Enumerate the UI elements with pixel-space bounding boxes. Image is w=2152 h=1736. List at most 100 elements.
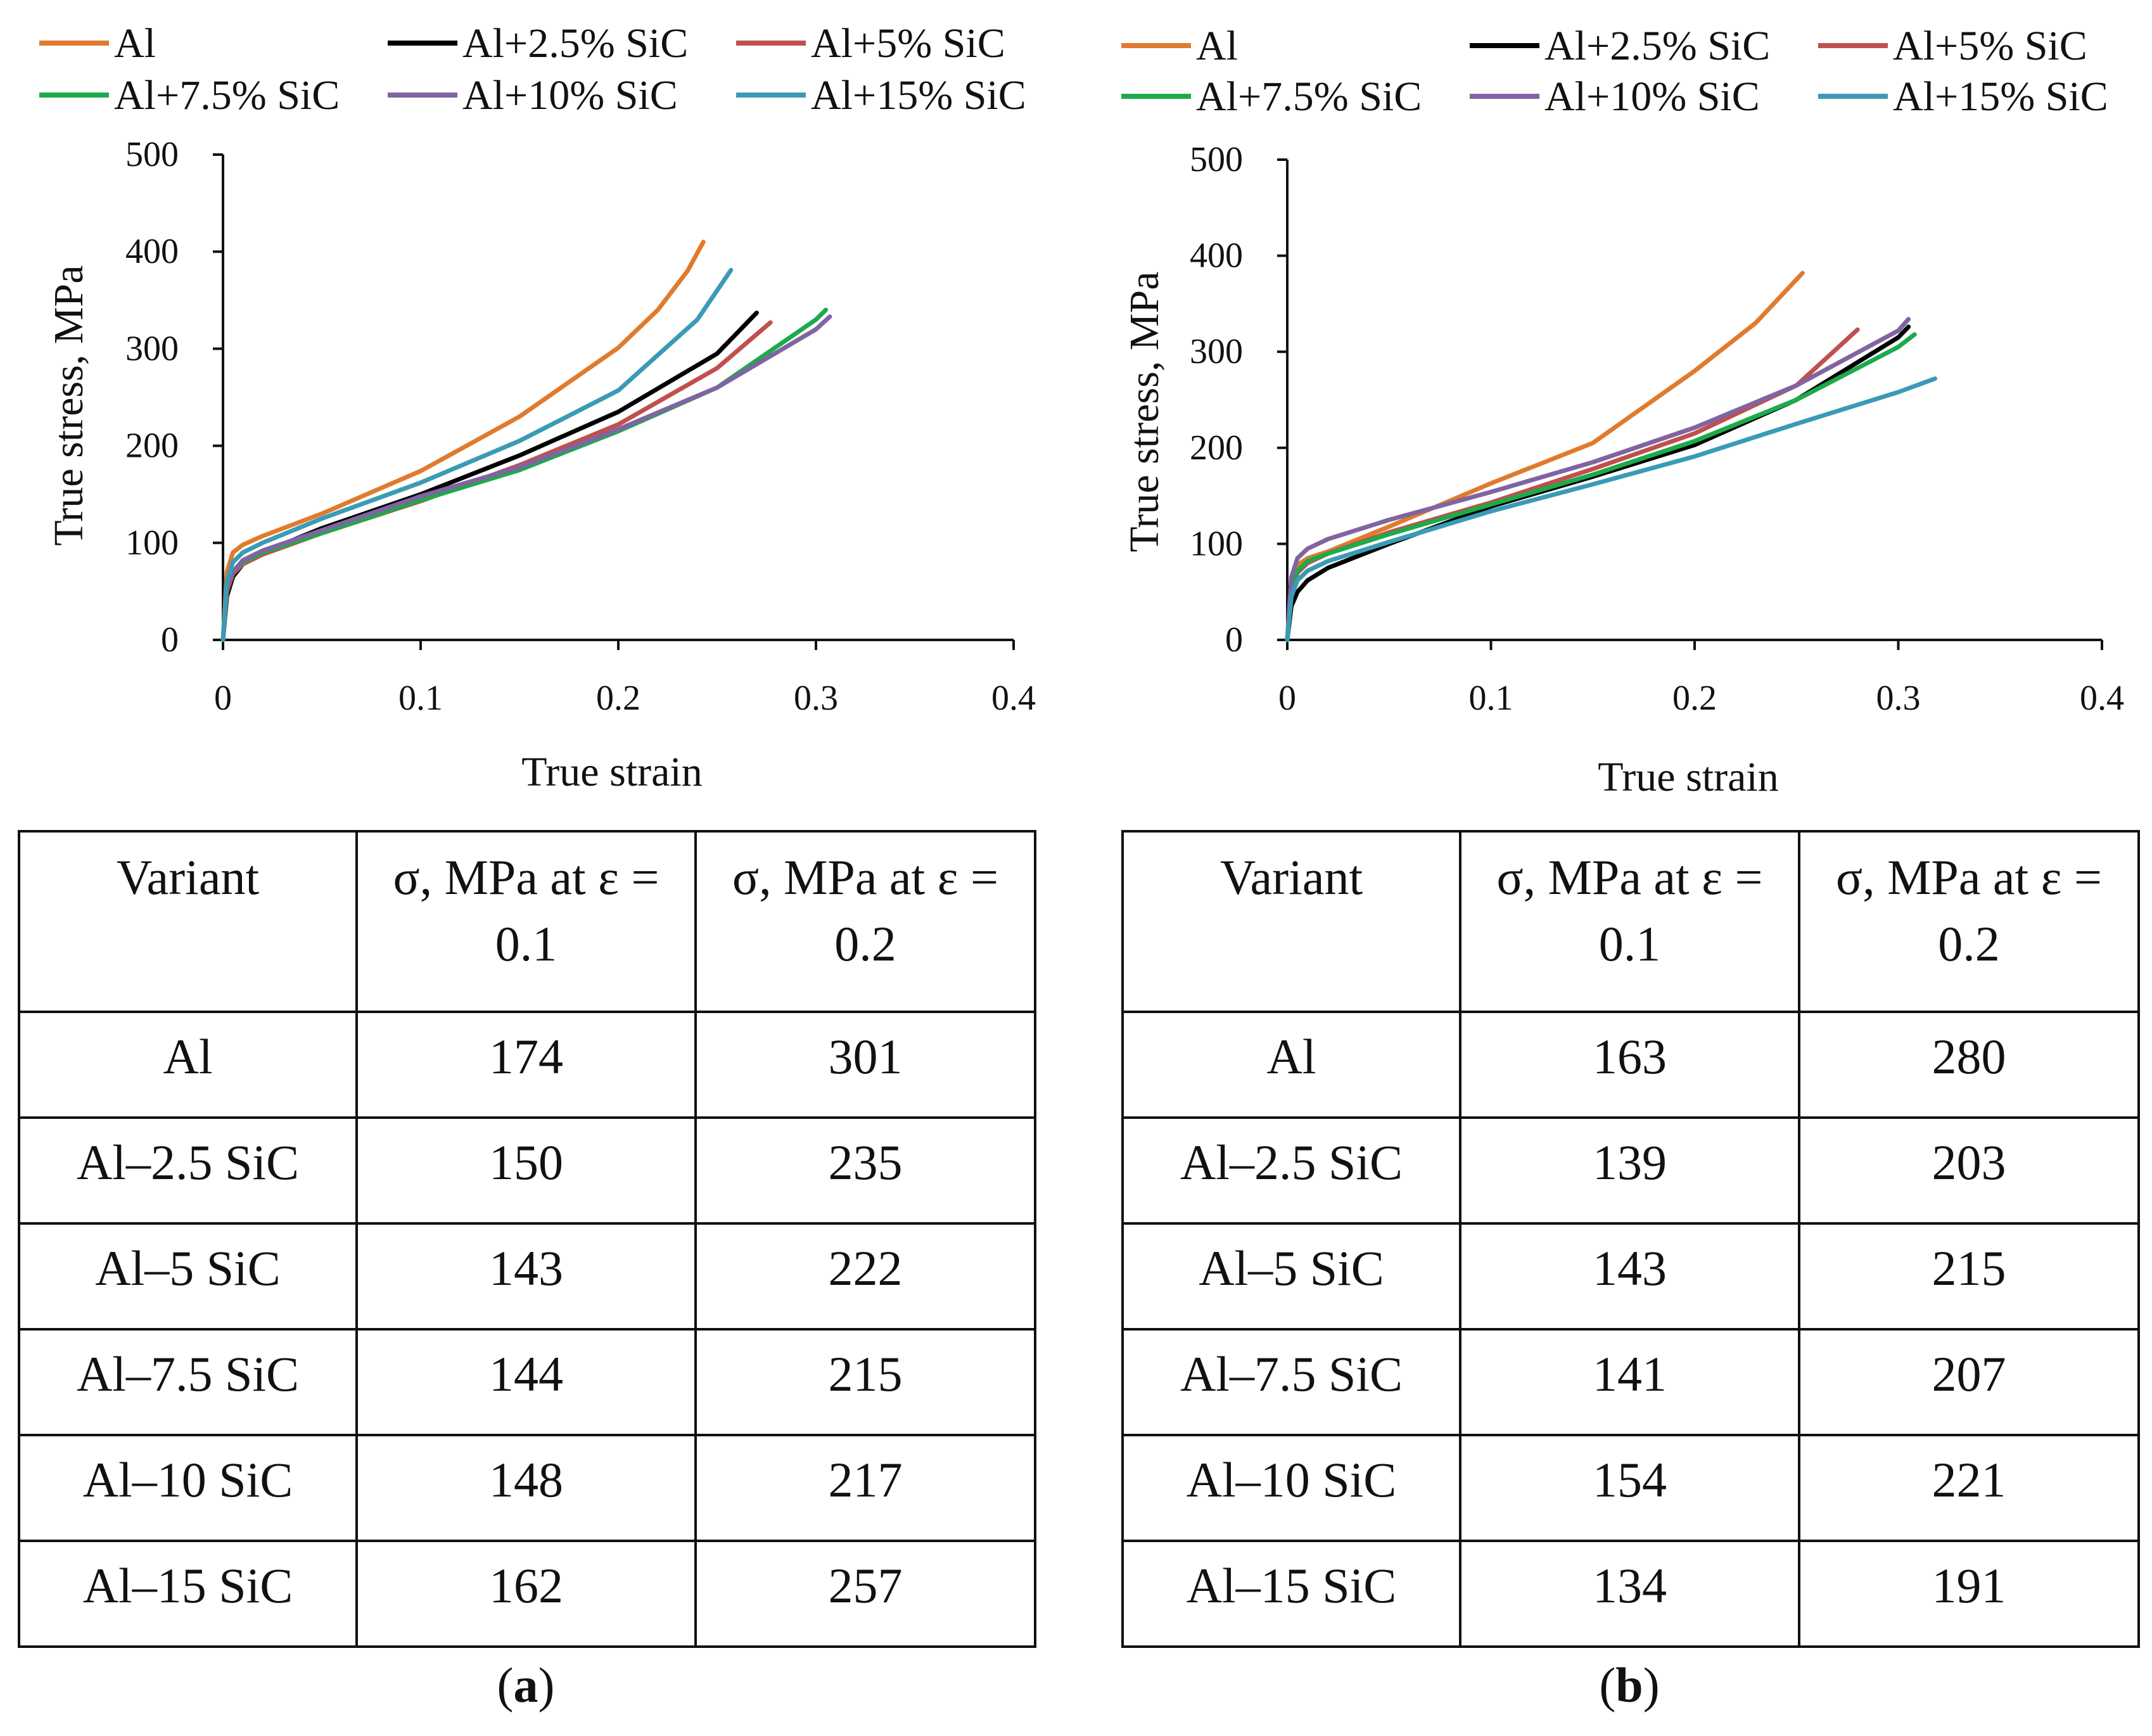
- table-cell: 148: [355, 1434, 697, 1542]
- table-cell: 222: [694, 1222, 1036, 1331]
- legend-entry: Al+5% SiC: [1818, 23, 2087, 69]
- table-cell: Al–2.5 SiC: [18, 1116, 358, 1225]
- y-tick-label: 400: [125, 232, 179, 271]
- table-cell: 257: [694, 1540, 1036, 1648]
- table-cell: Al: [18, 1011, 358, 1119]
- table-row: Al 163 280: [1121, 1011, 2140, 1119]
- series-line: [1285, 271, 1805, 642]
- table-header-cell: Variant: [18, 830, 358, 1013]
- table-row: Al–10 SiC 154 221: [1121, 1434, 2140, 1542]
- y-tick-label: 200: [1190, 428, 1243, 468]
- y-tick-label: 0: [161, 620, 179, 660]
- x-tick-label: 0.4: [2080, 679, 2124, 718]
- table-row: Al–10 SiC 148 217: [18, 1434, 1036, 1542]
- legend-entry: Al+2.5% SiC: [1470, 23, 1770, 69]
- legend-label: Al+7.5% SiC: [1196, 73, 1422, 120]
- caption-close: ): [1643, 1657, 1660, 1713]
- table-cell: Al–7.5 SiC: [1121, 1328, 1461, 1436]
- table-cell: 150: [355, 1116, 697, 1225]
- caption-close: ): [538, 1657, 555, 1713]
- legend-label: Al+5% SiC: [811, 20, 1005, 67]
- x-axis-title: True strain: [1598, 754, 1778, 800]
- legend-label: Al+2.5% SiC: [462, 20, 688, 67]
- table-header-row: Variant σ, MPa at ε = 0.1 σ, MPa at ε = 0.…: [18, 830, 1036, 1013]
- x-tick-label: 0: [1278, 679, 1296, 718]
- caption-a: (a): [431, 1657, 621, 1714]
- legend-entry: Al+15% SiC: [1818, 73, 2108, 120]
- y-tick-label: 500: [125, 135, 179, 174]
- table-row: Al–15 SiC 162 257: [18, 1540, 1036, 1648]
- table-cell: 235: [694, 1116, 1036, 1225]
- legend-entry: Al+2.5% SiC: [388, 20, 688, 67]
- table-cell: Al–7.5 SiC: [18, 1328, 358, 1436]
- x-tick-label: 0.2: [1672, 679, 1717, 718]
- caption-label: a: [513, 1657, 538, 1713]
- y-tick-label: 300: [125, 329, 179, 368]
- table-cell: Al–15 SiC: [18, 1540, 358, 1648]
- panel-a: Al Al+2.5% SiC Al+5% SiC Al+7.5% SiC Al+10% …: [18, 20, 1036, 1714]
- table-row: Al–7.5 SiC 141 207: [1121, 1328, 2140, 1436]
- stress-strain-chart-b: Al Al+2.5% SiC Al+5% SiC Al+7.5% SiC Al+10% …: [1121, 23, 2124, 800]
- legend-label: Al: [1196, 23, 1238, 69]
- table-row: Al–2.5 SiC 139 203: [1121, 1116, 2140, 1225]
- caption-open: (: [1599, 1657, 1616, 1713]
- series-line: [220, 314, 832, 642]
- x-tick-label: 0.3: [1876, 679, 1921, 718]
- x-tick-label: 0: [214, 679, 232, 718]
- legend-entry: Al+10% SiC: [1470, 73, 1760, 120]
- table-cell: 139: [1459, 1116, 1800, 1225]
- y-tick-label: 500: [1190, 140, 1243, 179]
- legend-label: Al+15% SiC: [811, 72, 1026, 118]
- series-line: [220, 307, 829, 642]
- table-cell: 143: [1459, 1222, 1800, 1331]
- legend-entry: Al+10% SiC: [388, 72, 678, 118]
- x-tick-label: 0.2: [596, 679, 640, 718]
- y-tick-label: 100: [1190, 524, 1243, 563]
- table-cell: 144: [355, 1328, 697, 1436]
- legend-entry: Al+7.5% SiC: [1121, 73, 1422, 120]
- legend-entry: Al+15% SiC: [736, 72, 1026, 118]
- table-cell: 221: [1798, 1434, 2140, 1542]
- table-header-cell: σ, MPa at ε = 0.2: [1798, 830, 2140, 1013]
- y-tick-label: 200: [125, 426, 179, 466]
- x-tick-label: 0.4: [991, 679, 1036, 718]
- table-row: Al–7.5 SiC 144 215: [18, 1328, 1036, 1436]
- table-cell: 203: [1798, 1116, 2140, 1225]
- legend-label: Al+15% SiC: [1893, 73, 2108, 120]
- table-cell: 191: [1798, 1540, 2140, 1648]
- caption-open: (: [497, 1657, 514, 1713]
- y-tick-label: 400: [1190, 236, 1243, 276]
- legend-label: Al+10% SiC: [1544, 73, 1760, 120]
- panel-b: Al Al+2.5% SiC Al+5% SiC Al+7.5% SiC Al+10% …: [1076, 0, 2151, 1736]
- table-row: Al 174 301: [18, 1011, 1036, 1119]
- table-cell: Al–10 SiC: [18, 1434, 358, 1542]
- table-cell: 134: [1459, 1540, 1800, 1648]
- legend-entry: Al: [39, 20, 156, 67]
- x-axis-title: True strain: [521, 749, 702, 795]
- legend-label: Al: [114, 20, 156, 67]
- table-cell: 163: [1459, 1011, 1800, 1119]
- table-header-cell: σ, MPa at ε = 0.1: [355, 830, 697, 1013]
- legend-entry: Al+7.5% SiC: [39, 72, 340, 118]
- table-cell: 280: [1798, 1011, 2140, 1119]
- table-cell: 215: [694, 1328, 1036, 1436]
- table-row: Al–2.5 SiC 150 235: [18, 1116, 1036, 1225]
- x-tick-label: 0.1: [398, 679, 443, 718]
- table-cell: Al–5 SiC: [1121, 1222, 1461, 1331]
- table-cell: Al: [1121, 1011, 1461, 1119]
- table-cell: 174: [355, 1011, 697, 1119]
- series-line: [1285, 317, 1911, 642]
- x-tick-label: 0.1: [1469, 679, 1513, 718]
- table-cell: 217: [694, 1434, 1036, 1542]
- caption-label: b: [1615, 1657, 1643, 1713]
- table-header-cell: σ, MPa at ε = 0.2: [694, 830, 1036, 1013]
- legend-entry: Al+5% SiC: [736, 20, 1005, 67]
- series-line: [1285, 376, 1937, 642]
- legend-entry: Al: [1121, 23, 1238, 69]
- y-axis-title: True stress, MPa: [1121, 271, 1168, 552]
- legend-label: Al+5% SiC: [1893, 23, 2087, 69]
- table-cell: 301: [694, 1011, 1036, 1119]
- table-cell: Al–10 SiC: [1121, 1434, 1461, 1542]
- x-tick-label: 0.3: [794, 679, 838, 718]
- data-table-b: Variant σ, MPa at ε = 0.1 σ, MPa at ε = 0.…: [1121, 830, 2140, 1648]
